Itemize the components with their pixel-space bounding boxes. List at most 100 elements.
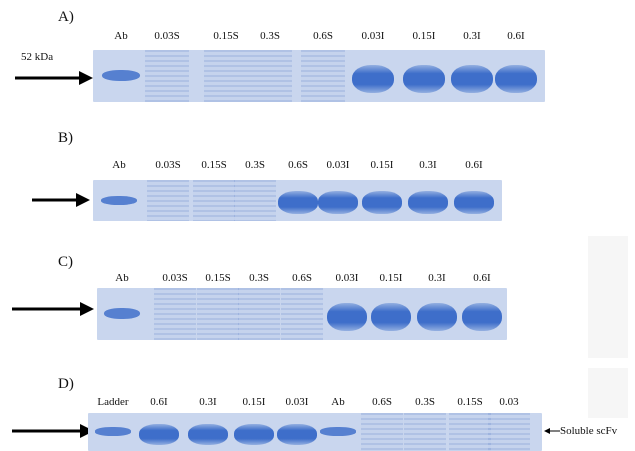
lane-label: 0.6I: [150, 396, 168, 408]
lane-label: Ladder: [97, 396, 129, 408]
lane-label: 0.3S: [415, 396, 435, 408]
gel-lane: [361, 180, 402, 221]
lane-label: 0.6S: [292, 272, 312, 284]
protein-band: [462, 302, 502, 332]
lane-label: 0.15I: [379, 272, 403, 284]
protein-band: [454, 191, 494, 215]
lane-label: 0.03S: [155, 159, 181, 171]
gel-lane: [193, 180, 235, 221]
gel-lane: [450, 50, 494, 102]
gel-lane: [197, 288, 239, 340]
background-shade: [588, 368, 628, 418]
protein-band: [362, 191, 402, 215]
lane-label: 0.03I: [326, 159, 350, 171]
gel-lane: [238, 288, 280, 340]
gel-lane: [488, 413, 530, 451]
panel-d-arrow-icon: [12, 424, 94, 438]
protein-band: [94, 427, 132, 436]
gel-lane: [145, 50, 189, 102]
gel-lane: [494, 50, 538, 102]
gel-lane: [449, 413, 491, 451]
lane-label: 0.6I: [465, 159, 483, 171]
lane-label: 0.3S: [260, 30, 280, 42]
panel-b-letter: B): [58, 130, 73, 146]
lane-label: 0.6I: [473, 272, 491, 284]
panel-b-gel-image: [93, 180, 502, 221]
protein-band: [417, 302, 457, 332]
protein-band: [234, 423, 274, 445]
protein-band: [327, 302, 367, 332]
gel-lane: [234, 180, 276, 221]
lane-label: 0.6S: [313, 30, 333, 42]
molecular-weight-marker-label: 52 kDa: [21, 51, 54, 63]
gel-lane: [326, 288, 368, 340]
lane-label: 0.15S: [457, 396, 483, 408]
gel-lane: [407, 180, 448, 221]
lane-label: Ab: [112, 159, 126, 171]
gel-lane: [248, 50, 292, 102]
protein-band: [351, 64, 395, 94]
protein-band: [408, 191, 448, 215]
background-shade: [588, 236, 628, 358]
lane-label: Ab: [331, 396, 345, 408]
gel-lane: [461, 288, 503, 340]
panel-c-gel-image: [97, 288, 507, 340]
protein-band: [402, 64, 446, 94]
lane-label: 0.15S: [201, 159, 227, 171]
lane-label: 0.3I: [463, 30, 481, 42]
gel-lane: [317, 413, 358, 451]
panel-d-gel-image: [88, 413, 542, 451]
gel-lane: [187, 413, 228, 451]
protein-band: [278, 191, 318, 215]
lane-label: 0.03S: [162, 272, 188, 284]
lane-label: 0.3I: [419, 159, 437, 171]
lane-label: 0.3S: [249, 272, 269, 284]
protein-band: [139, 423, 179, 445]
panel-d-letter: D): [58, 376, 74, 392]
gel-lane: [233, 413, 274, 451]
gel-lane: [92, 413, 133, 451]
lane-label: 0.03I: [285, 396, 309, 408]
lane-label: 0.6I: [507, 30, 525, 42]
lane-label: 0.03I: [335, 272, 359, 284]
lane-label: 0.15I: [242, 396, 266, 408]
gel-lane: [276, 413, 317, 451]
lane-label: 0.15I: [412, 30, 436, 42]
lane-label: 0.6S: [288, 159, 308, 171]
lane-label: 0.3I: [428, 272, 446, 284]
lane-label: 0.15I: [370, 159, 394, 171]
lane-label: Ab: [115, 272, 129, 284]
protein-band: [319, 427, 357, 436]
panel-a-arrow-icon: [15, 71, 93, 85]
panel-b-arrow-icon: [32, 193, 90, 207]
gel-lane: [154, 288, 196, 340]
soluble-scfv-label: Soluble scFv: [560, 425, 618, 437]
protein-band: [371, 302, 411, 332]
protein-band: [277, 423, 317, 445]
gel-lane: [99, 50, 143, 102]
soluble-scfv-arrow-icon: [544, 428, 560, 434]
lane-label: 0.6S: [372, 396, 392, 408]
protein-band: [450, 64, 494, 94]
lane-label: 0.03: [499, 396, 519, 408]
protein-band: [188, 423, 228, 445]
panel-c-letter: C): [58, 254, 73, 270]
protein-band: [103, 307, 141, 320]
lane-label: Ab: [114, 30, 128, 42]
lane-label: 0.03I: [361, 30, 385, 42]
gel-lane: [147, 180, 189, 221]
gel-lane: [277, 180, 318, 221]
gel-lane: [204, 50, 248, 102]
gel-lane: [98, 180, 139, 221]
protein-band: [318, 191, 358, 215]
protein-band: [494, 64, 538, 94]
lane-label: 0.15S: [213, 30, 239, 42]
gel-lane: [370, 288, 412, 340]
gel-lane: [101, 288, 143, 340]
gel-lane: [301, 50, 345, 102]
gel-lane: [453, 180, 494, 221]
gel-lane: [404, 413, 446, 451]
protein-band: [100, 195, 138, 205]
lane-label: 0.15S: [205, 272, 231, 284]
gel-lane: [416, 288, 458, 340]
